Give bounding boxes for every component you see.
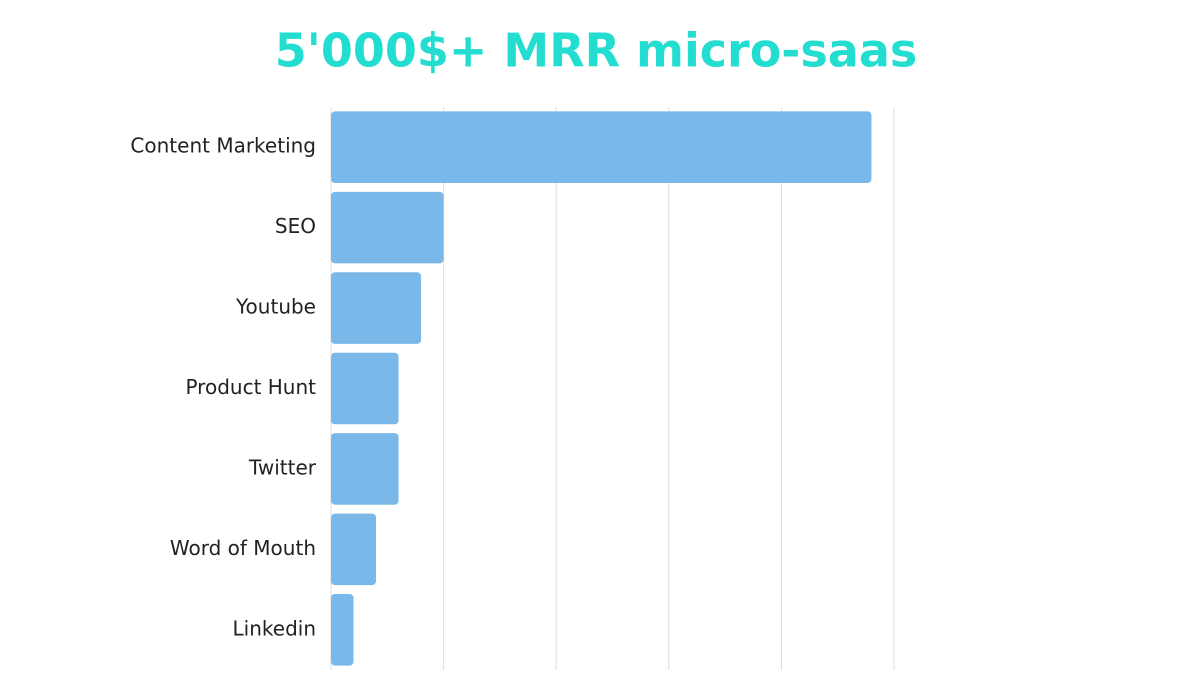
bar: [331, 111, 872, 184]
bar: [331, 593, 354, 666]
y-tick-label: Word of Mouth: [170, 536, 316, 560]
bar: [331, 272, 422, 344]
y-tick-label: Twitter: [248, 455, 317, 479]
bar: [331, 191, 444, 264]
y-tick-label: Youtube: [235, 295, 316, 319]
bar: [331, 513, 377, 586]
y-tick-label: Product Hunt: [185, 375, 316, 399]
y-tick-label: Content Marketing: [130, 134, 316, 158]
chart-title: 5'000$+ MRR micro-saas: [275, 24, 918, 78]
y-tick-label: Linkedin: [233, 616, 316, 640]
bar: [331, 433, 399, 505]
bar: [331, 352, 399, 425]
y-tick-label: SEO: [275, 214, 316, 238]
